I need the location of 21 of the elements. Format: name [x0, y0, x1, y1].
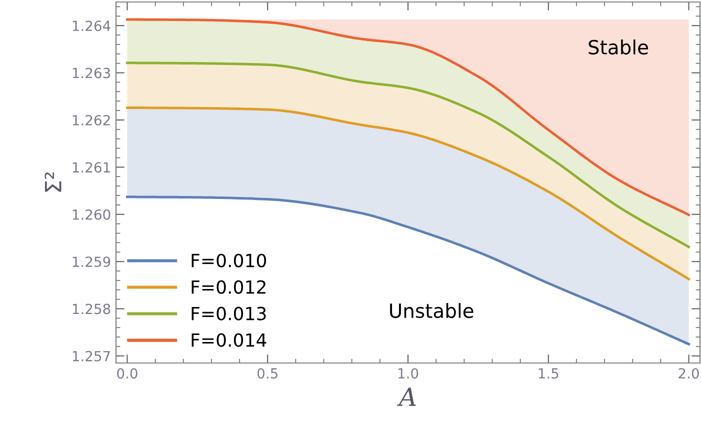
x-tick-label: 0.5 [257, 368, 278, 379]
y-tick-label: 1.263 [72, 68, 110, 78]
y-tick-label: 1.264 [72, 20, 110, 32]
x-axis-title: A [397, 388, 416, 406]
y-tick-label: 1.257 [72, 350, 110, 362]
x-tick-label: 0.0 [117, 368, 138, 379]
legend-label: F=0.013 [192, 306, 266, 320]
annotation: Unstable [390, 303, 474, 318]
legend-label: F=0.012 [192, 280, 266, 294]
x-tick-label: 1.0 [398, 368, 418, 379]
annotation: Stable [588, 40, 648, 55]
x-tick-label: 1.5 [538, 368, 558, 379]
y-tick-label: 1.261 [72, 162, 110, 173]
y-tick-label: 1.259 [72, 256, 110, 268]
y-tick-label: 1.262 [72, 114, 110, 126]
x-tick-label: 2.0 [678, 368, 699, 379]
y-tick-label: 1.258 [72, 304, 110, 314]
legend-label: F=0.010 [192, 254, 266, 268]
y-axis-title: Σ² [44, 172, 62, 192]
legend-label: F=0.014 [192, 333, 266, 347]
y-tick-label: 1.260 [72, 209, 110, 220]
